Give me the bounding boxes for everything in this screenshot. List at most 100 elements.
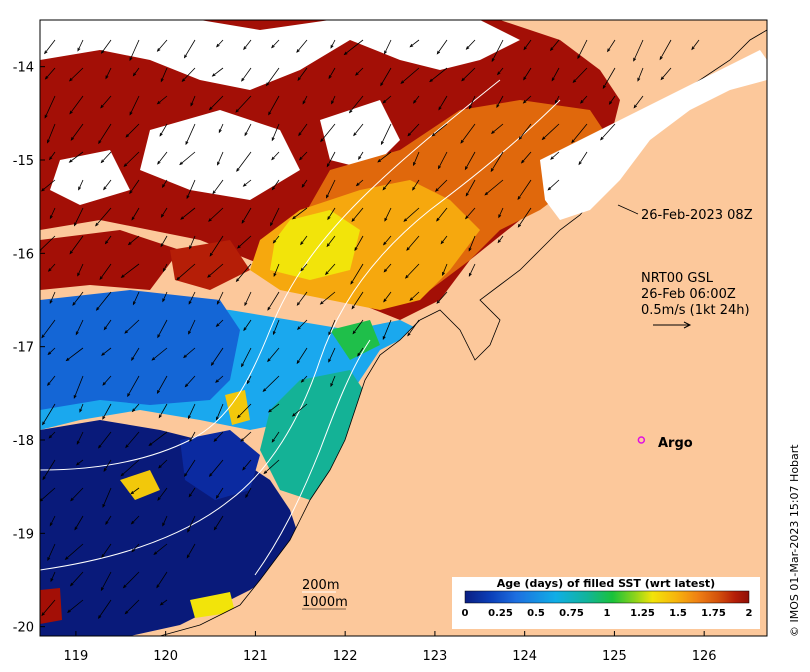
current-vector-head [186, 195, 190, 200]
current-vector [523, 95, 532, 104]
current-vector [70, 487, 84, 501]
lon-tick-label: 123 [422, 649, 447, 664]
current-vector-head [236, 168, 240, 172]
current-vector [633, 95, 644, 108]
current-vector-head [434, 188, 439, 192]
current-vector-head [407, 332, 411, 337]
current-vector-head [291, 413, 296, 417]
current-vector-head [551, 77, 555, 82]
current-vector-head [241, 77, 245, 82]
current-vector-head [73, 394, 77, 399]
current-vector-head [207, 274, 211, 278]
current-vector-head [47, 139, 50, 144]
current-vector [442, 263, 448, 276]
current-vector [466, 39, 476, 50]
current-vector-head [377, 159, 382, 163]
current-vector [484, 179, 504, 196]
current-vector-head [351, 305, 355, 310]
current-vector [157, 375, 168, 394]
current-vector [131, 347, 140, 361]
current-vector [41, 179, 56, 192]
current-vector-head [47, 351, 52, 356]
current-vector-head [235, 109, 239, 113]
current-vector-head [76, 440, 80, 445]
current-vector [101, 571, 112, 591]
current-vector-head [242, 183, 247, 187]
current-vector [188, 403, 196, 419]
current-vector-head [242, 466, 246, 471]
current-vector [468, 235, 476, 251]
current-vector-head [208, 473, 213, 477]
lon-tick-label: 119 [63, 649, 88, 664]
current-vector-head [41, 334, 45, 339]
current-vector [70, 123, 84, 141]
current-vector [188, 487, 196, 497]
current-vector [50, 571, 56, 582]
current-vector-head [350, 280, 354, 285]
current-vector [351, 207, 364, 222]
current-vector-head [102, 503, 106, 508]
current-vector [215, 375, 224, 383]
current-vector-head [131, 357, 135, 361]
current-vector-head [187, 415, 191, 420]
current-vector [381, 123, 392, 145]
current-vector-head [236, 245, 241, 249]
lat-tick-label: -20 [13, 621, 34, 636]
current-vector [573, 67, 588, 83]
latitude-axis: -14 -15 -16 -17 -18 -19 -20 [13, 61, 45, 636]
current-vector [412, 179, 420, 191]
current-vector-head [120, 472, 125, 477]
current-vector [213, 431, 224, 442]
current-vector-head [176, 276, 180, 281]
current-vector [42, 459, 56, 480]
current-vector-head [328, 331, 332, 336]
current-vector [243, 39, 252, 50]
current-vector-head [235, 278, 240, 283]
current-vector-head [157, 497, 161, 501]
current-vector [216, 487, 224, 499]
current-vector [517, 207, 532, 228]
colorbar-tick-label: 2 [746, 608, 753, 619]
current-vector-head [75, 331, 79, 336]
current-vector [235, 95, 252, 113]
current-vector-head [243, 46, 247, 51]
current-vector [571, 123, 588, 143]
current-vector-head [65, 357, 70, 362]
current-vector-head [42, 421, 46, 426]
colorbar-tick-label: 1 [604, 608, 611, 619]
current-vector-head [158, 414, 162, 419]
current-vector-head [162, 298, 166, 303]
current-vector-head [98, 140, 102, 145]
current-vector-head [400, 80, 405, 84]
current-vector [216, 291, 224, 305]
plot-frame [39, 19, 768, 637]
current-vector [633, 39, 644, 61]
current-vector-head [406, 247, 410, 251]
current-vector [328, 319, 336, 335]
current-vector [121, 263, 140, 278]
current-vector-head [262, 388, 267, 392]
current-vector [403, 207, 420, 222]
current-vector-head [124, 330, 129, 334]
colorbar-title: Age (days) of filled SST (wrt latest) [497, 577, 715, 590]
current-vector [45, 67, 56, 80]
current-vector [518, 123, 532, 140]
current-vector [187, 515, 196, 533]
current-vector-head [208, 106, 213, 111]
current-vector [496, 95, 504, 108]
current-vector [160, 599, 168, 606]
current-vector-head [236, 414, 241, 419]
current-vector [244, 291, 252, 306]
current-vector [188, 319, 196, 335]
current-vector-head [103, 186, 107, 191]
current-vector [183, 347, 196, 358]
current-vector [271, 39, 280, 48]
current-vector [383, 235, 392, 246]
current-vector-head [384, 217, 388, 222]
lon-tick-label: 122 [333, 649, 358, 664]
colorbar-tick-label: 0.5 [527, 608, 545, 619]
current-vector-head [382, 186, 386, 191]
current-vector [400, 67, 420, 84]
current-vector-head [129, 57, 133, 62]
current-vector-head [633, 57, 637, 62]
